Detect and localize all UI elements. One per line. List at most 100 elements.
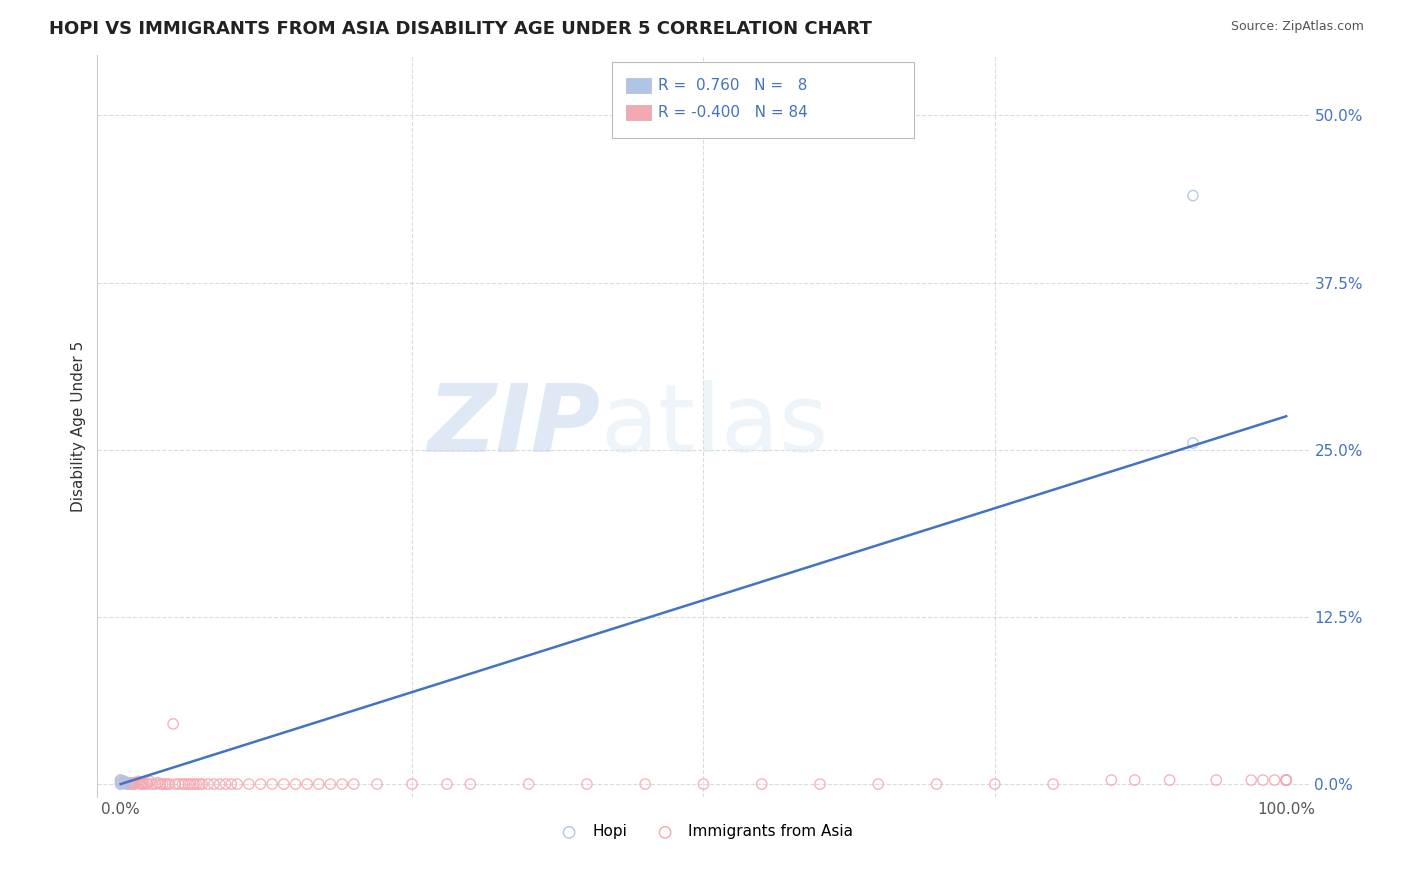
- Point: [214, 777, 236, 791]
- Point: [436, 777, 458, 791]
- Point: [110, 776, 132, 790]
- Point: [1042, 777, 1064, 791]
- Point: [262, 777, 284, 791]
- Point: [128, 776, 150, 790]
- Point: [115, 777, 138, 791]
- Point: [180, 777, 202, 791]
- Point: [122, 777, 145, 791]
- Point: [111, 776, 134, 790]
- Point: [118, 777, 141, 791]
- Point: [141, 777, 163, 791]
- Point: [751, 777, 773, 791]
- Point: [112, 774, 135, 789]
- Point: [1123, 773, 1146, 788]
- Point: [343, 777, 366, 791]
- Point: [1205, 773, 1227, 788]
- Point: [249, 777, 271, 791]
- Point: [112, 774, 135, 789]
- Point: [226, 777, 249, 791]
- Point: [112, 776, 135, 790]
- Point: [110, 773, 132, 788]
- Point: [167, 777, 190, 791]
- Point: [173, 777, 195, 791]
- Point: [202, 777, 225, 791]
- Point: [120, 777, 142, 791]
- Point: [131, 776, 153, 790]
- Text: ZIP: ZIP: [427, 380, 600, 472]
- Point: [401, 777, 423, 791]
- Point: [129, 777, 152, 791]
- Point: [110, 773, 132, 788]
- Point: [868, 777, 890, 791]
- Point: [162, 717, 184, 731]
- Point: [460, 777, 482, 791]
- Point: [1181, 436, 1204, 450]
- Point: [118, 776, 141, 790]
- Point: [110, 774, 132, 789]
- Point: [1240, 773, 1263, 788]
- Point: [1181, 188, 1204, 202]
- Point: [117, 777, 139, 791]
- Point: [925, 777, 948, 791]
- Point: [124, 777, 146, 791]
- Text: R = -0.400   N = 84: R = -0.400 N = 84: [658, 105, 808, 120]
- Text: atlas: atlas: [600, 380, 828, 472]
- Point: [121, 776, 143, 790]
- Point: [153, 777, 176, 791]
- Point: [1275, 773, 1298, 788]
- Point: [1251, 773, 1274, 788]
- Point: [172, 777, 194, 791]
- Point: [125, 776, 148, 790]
- Point: [132, 777, 155, 791]
- Point: [284, 777, 307, 791]
- Point: [308, 777, 330, 791]
- Point: [692, 777, 714, 791]
- Point: [1099, 773, 1122, 788]
- Point: [1264, 773, 1286, 788]
- Point: [273, 777, 295, 791]
- Point: [110, 777, 132, 791]
- Point: [156, 777, 179, 791]
- Point: [330, 777, 353, 791]
- Point: [366, 777, 388, 791]
- Point: [188, 777, 211, 791]
- Point: [1275, 773, 1298, 788]
- Point: [114, 776, 136, 790]
- Point: [984, 777, 1007, 791]
- Point: [319, 777, 342, 791]
- Point: [186, 777, 208, 791]
- Point: [1275, 773, 1298, 788]
- Point: [127, 774, 149, 789]
- Point: [808, 777, 831, 791]
- Point: [517, 777, 540, 791]
- Point: [139, 774, 162, 789]
- Point: [191, 777, 214, 791]
- Text: HOPI VS IMMIGRANTS FROM ASIA DISABILITY AGE UNDER 5 CORRELATION CHART: HOPI VS IMMIGRANTS FROM ASIA DISABILITY …: [49, 20, 872, 37]
- Point: [115, 776, 138, 790]
- Point: [135, 776, 157, 790]
- Legend: Hopi, Immigrants from Asia: Hopi, Immigrants from Asia: [548, 818, 859, 846]
- Point: [177, 777, 200, 791]
- Point: [183, 777, 205, 791]
- Point: [1159, 773, 1181, 788]
- Point: [238, 777, 260, 791]
- Point: [208, 777, 231, 791]
- Point: [152, 777, 174, 791]
- Point: [165, 777, 187, 791]
- Point: [149, 777, 172, 791]
- Point: [136, 777, 159, 791]
- Point: [146, 776, 169, 790]
- Point: [159, 777, 181, 791]
- Point: [575, 777, 598, 791]
- Point: [221, 777, 243, 791]
- Text: Source: ZipAtlas.com: Source: ZipAtlas.com: [1230, 20, 1364, 33]
- Point: [110, 777, 132, 791]
- Point: [145, 777, 167, 791]
- Point: [197, 777, 219, 791]
- Point: [132, 777, 155, 791]
- Point: [634, 777, 657, 791]
- Point: [1275, 773, 1298, 788]
- Y-axis label: Disability Age Under 5: Disability Age Under 5: [72, 341, 86, 512]
- Text: R =  0.760   N =   8: R = 0.760 N = 8: [658, 78, 807, 93]
- Point: [295, 777, 318, 791]
